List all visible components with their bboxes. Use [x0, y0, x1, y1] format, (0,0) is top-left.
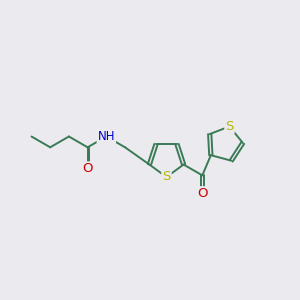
Text: O: O — [197, 187, 208, 200]
Text: O: O — [82, 162, 93, 176]
Text: S: S — [225, 120, 234, 133]
Text: S: S — [162, 170, 171, 184]
Text: NH: NH — [98, 130, 115, 143]
